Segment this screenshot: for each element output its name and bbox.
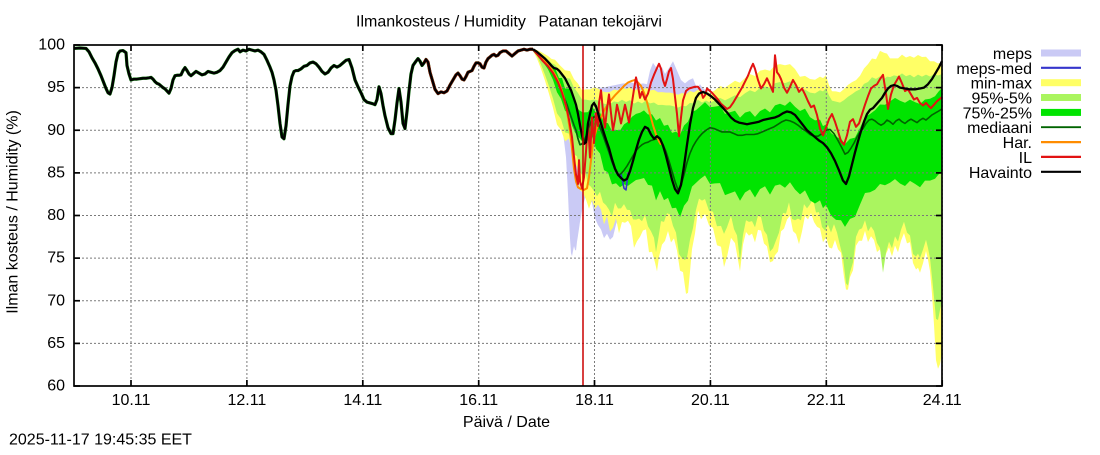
svg-text:12.11: 12.11 — [227, 392, 266, 409]
svg-text:95%-5%: 95%-5% — [972, 91, 1032, 108]
svg-text:85: 85 — [47, 165, 65, 182]
svg-text:18.11: 18.11 — [575, 392, 614, 409]
svg-text:95: 95 — [47, 79, 65, 96]
svg-text:meps: meps — [993, 46, 1032, 63]
svg-text:min-max: min-max — [971, 76, 1032, 93]
svg-text:70: 70 — [47, 292, 65, 309]
svg-text:Havainto: Havainto — [969, 165, 1032, 182]
svg-text:75: 75 — [47, 250, 65, 267]
svg-text:IL: IL — [1019, 150, 1032, 167]
svg-text:mediaani: mediaani — [967, 120, 1032, 137]
svg-text:80: 80 — [47, 207, 65, 224]
svg-text:90: 90 — [47, 122, 65, 139]
svg-text:Päivä / Date: Päivä / Date — [463, 414, 550, 431]
svg-text:Har.: Har. — [1003, 135, 1032, 152]
svg-text:75%-25%: 75%-25% — [963, 105, 1032, 122]
svg-text:60: 60 — [47, 378, 65, 395]
svg-text:Ilman kosteus / Humidity (%): Ilman kosteus / Humidity (%) — [5, 110, 22, 314]
svg-text:20.11: 20.11 — [691, 392, 730, 409]
svg-text:65: 65 — [47, 335, 65, 352]
svg-text:24.11: 24.11 — [923, 392, 962, 409]
svg-text:16.11: 16.11 — [459, 392, 498, 409]
svg-text:10.11: 10.11 — [112, 392, 151, 409]
svg-text:2025-11-17 19:45:35 EET: 2025-11-17 19:45:35 EET — [9, 432, 192, 449]
svg-text:14.11: 14.11 — [343, 392, 382, 409]
svg-text:22.11: 22.11 — [807, 392, 846, 409]
svg-text:meps-med: meps-med — [956, 61, 1032, 78]
svg-text:Ilmankosteus / Humidity Patan: Ilmankosteus / Humidity Patanan tekojärv… — [356, 14, 662, 31]
svg-text:100: 100 — [38, 37, 65, 54]
